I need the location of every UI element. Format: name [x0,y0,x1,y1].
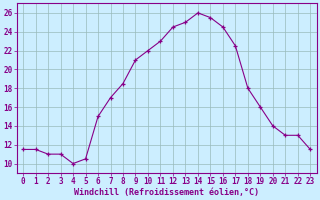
X-axis label: Windchill (Refroidissement éolien,°C): Windchill (Refroidissement éolien,°C) [74,188,259,197]
